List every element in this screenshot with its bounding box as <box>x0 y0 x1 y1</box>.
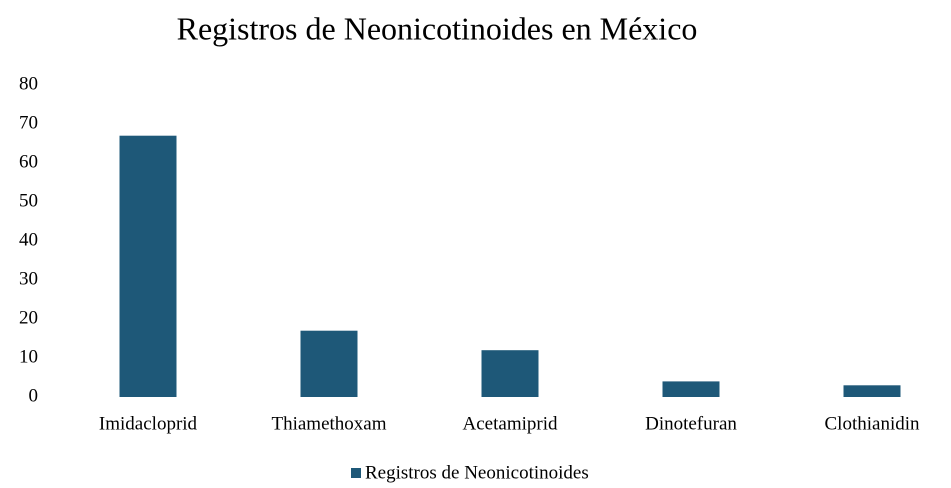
y-tick-label: 50 <box>19 190 38 211</box>
bar <box>662 381 720 397</box>
x-tick-label: Dinotefuran <box>645 413 737 434</box>
x-tick-label: Imidacloprid <box>99 413 198 434</box>
y-tick-label: 10 <box>19 346 38 367</box>
y-tick-label: 70 <box>19 112 38 133</box>
bar <box>481 350 539 397</box>
legend-swatch <box>351 468 361 478</box>
x-tick-label: Thiamethoxam <box>271 413 386 434</box>
chart-title: Registros de Neonicotinoides en México <box>177 10 698 46</box>
x-tick-label: Acetamiprid <box>463 413 558 434</box>
x-tick-label: Clothianidin <box>825 413 921 434</box>
bar <box>300 330 358 397</box>
legend-label: Registros de Neonicotinoides <box>365 462 589 483</box>
bar <box>843 385 901 397</box>
y-tick-label: 80 <box>19 73 38 94</box>
y-tick-label: 40 <box>19 229 38 250</box>
y-tick-label: 20 <box>19 307 38 328</box>
y-tick-label: 0 <box>29 385 39 406</box>
y-tick-label: 60 <box>19 151 38 172</box>
y-tick-label: 30 <box>19 268 38 289</box>
bar <box>119 135 177 397</box>
